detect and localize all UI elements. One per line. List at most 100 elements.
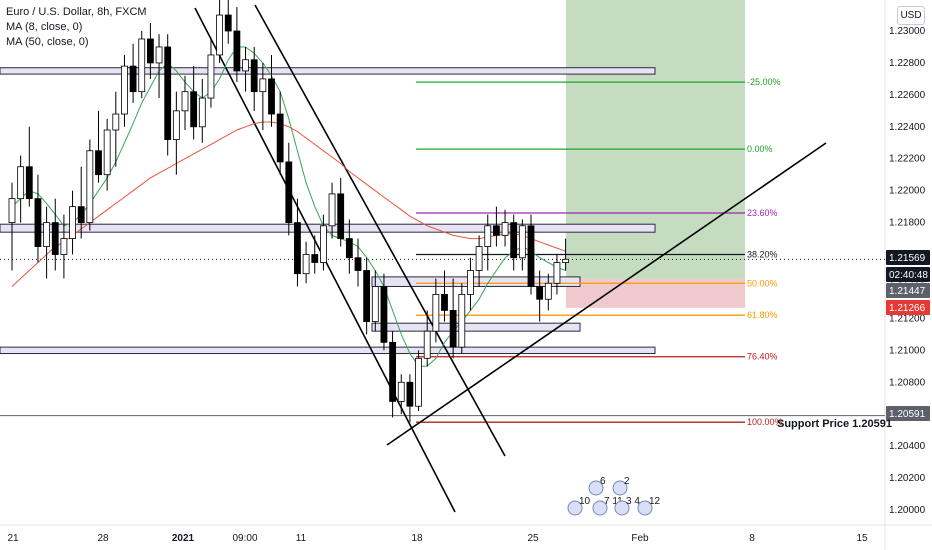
fib-level-label: 61.80%: [747, 310, 778, 320]
ma-fast-line[interactable]: [11, 46, 566, 367]
candle[interactable]: [259, 78, 267, 93]
candle[interactable]: [103, 129, 111, 176]
candle[interactable]: [311, 254, 319, 263]
candle[interactable]: [553, 262, 561, 284]
candle[interactable]: [207, 54, 215, 99]
price-tag[interactable]: [886, 300, 930, 315]
candle[interactable]: [190, 91, 198, 128]
price-tag[interactable]: [886, 267, 930, 282]
candle[interactable]: [423, 330, 431, 359]
price-tag[interactable]: [886, 283, 930, 298]
candle[interactable]: [449, 310, 457, 348]
event-icon[interactable]: [614, 500, 630, 516]
price-tick-label: 1.20400: [889, 441, 926, 452]
candle[interactable]: [129, 65, 137, 93]
candle[interactable]: [441, 294, 448, 311]
legend-symbol[interactable]: Euro / U.S. Dollar, 8h, FXCM: [6, 6, 147, 18]
candle[interactable]: [138, 38, 146, 93]
candle[interactable]: [51, 222, 59, 255]
candle[interactable]: [25, 166, 33, 200]
candle[interactable]: [86, 150, 94, 223]
candle[interactable]: [415, 357, 422, 407]
candle[interactable]: [363, 270, 371, 322]
candle[interactable]: [17, 166, 25, 200]
support-resistance-zone[interactable]: [0, 346, 656, 355]
candle[interactable]: [354, 257, 362, 271]
legend-ma-slow[interactable]: MA (50, close, 0): [6, 36, 89, 48]
support-resistance-zone[interactable]: [0, 67, 656, 75]
event-icon[interactable]: [588, 480, 604, 496]
candle[interactable]: [276, 113, 284, 163]
candle[interactable]: [319, 225, 327, 263]
candle[interactable]: [389, 341, 397, 402]
candle[interactable]: [371, 286, 379, 322]
candle[interactable]: [8, 198, 16, 223]
price-tick-label: 1.21200: [889, 313, 926, 324]
candle[interactable]: [345, 238, 353, 259]
time-tick-label: 09:00: [232, 533, 257, 544]
support-resistance-zone[interactable]: [371, 322, 581, 332]
candle[interactable]: [518, 225, 526, 259]
legend-ma-fast[interactable]: MA (8, close, 0): [6, 21, 83, 33]
event-icon[interactable]: [592, 500, 608, 516]
candle[interactable]: [432, 294, 440, 332]
channel-line-lower[interactable]: [254, 4, 506, 457]
candle[interactable]: [406, 381, 414, 407]
candle[interactable]: [475, 246, 483, 271]
candle[interactable]: [112, 113, 120, 131]
candle[interactable]: [527, 225, 535, 287]
candle[interactable]: [562, 258, 569, 263]
candle[interactable]: [242, 59, 249, 72]
candle[interactable]: [302, 254, 310, 275]
time-tick-label: 11: [296, 533, 307, 544]
candle[interactable]: [181, 91, 189, 112]
candle[interactable]: [146, 38, 154, 64]
fib-level-label: 38.20%: [747, 250, 778, 260]
candle[interactable]: [285, 161, 293, 223]
rising-trend-line[interactable]: [386, 142, 827, 446]
candle[interactable]: [224, 14, 232, 32]
candle[interactable]: [458, 294, 466, 348]
candle[interactable]: [95, 150, 102, 176]
candle[interactable]: [484, 225, 492, 247]
candle[interactable]: [544, 282, 552, 300]
event-icon[interactable]: [637, 500, 653, 516]
candle[interactable]: [233, 30, 241, 72]
ma-slow-line[interactable]: [11, 121, 566, 287]
event-icon[interactable]: [567, 500, 583, 516]
event-count-label: 6: [600, 476, 606, 487]
candle[interactable]: [43, 222, 50, 247]
candle[interactable]: [198, 97, 206, 128]
candle[interactable]: [77, 206, 85, 223]
candle[interactable]: [337, 193, 345, 239]
price-tag[interactable]: [886, 250, 930, 265]
price-tag[interactable]: [886, 406, 930, 421]
time-tick-label: 18: [411, 533, 423, 544]
candle[interactable]: [250, 59, 258, 93]
support-resistance-zone[interactable]: [371, 276, 581, 287]
candle[interactable]: [155, 46, 163, 64]
candle[interactable]: [380, 286, 388, 343]
target-zone[interactable]: [566, 0, 745, 279]
candle[interactable]: [172, 110, 180, 140]
candle[interactable]: [216, 14, 224, 56]
candle[interactable]: [397, 381, 405, 402]
support-resistance-zone[interactable]: [0, 223, 656, 233]
price-tick-label: 1.23000: [889, 26, 926, 37]
candle[interactable]: [121, 65, 128, 115]
candle[interactable]: [501, 222, 509, 236]
candle[interactable]: [34, 198, 42, 247]
candle[interactable]: [467, 270, 474, 295]
candle[interactable]: [69, 206, 76, 239]
candle[interactable]: [492, 225, 500, 236]
candle[interactable]: [536, 286, 544, 300]
candle[interactable]: [268, 78, 275, 115]
candle[interactable]: [510, 222, 518, 259]
candle[interactable]: [164, 46, 172, 140]
candle[interactable]: [328, 193, 336, 227]
candle[interactable]: [294, 222, 301, 275]
candle[interactable]: [60, 238, 68, 255]
currency-button[interactable]: USD: [897, 6, 925, 25]
event-icon[interactable]: [612, 480, 628, 496]
